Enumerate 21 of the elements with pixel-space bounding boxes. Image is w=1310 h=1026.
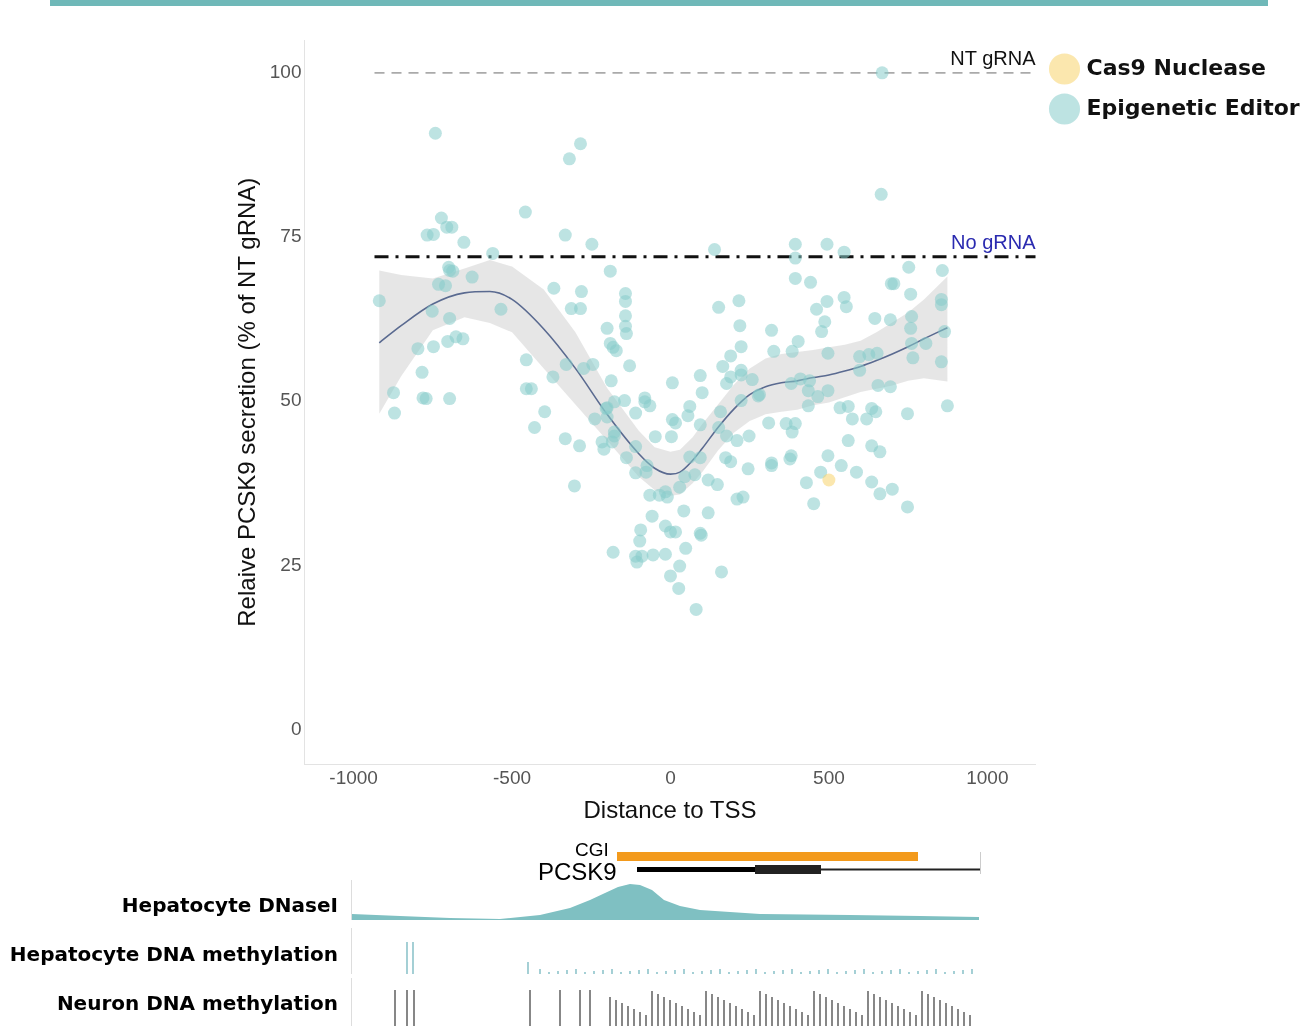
y-tick-label: 25 [280,553,302,575]
text: PCSK9 [538,858,617,885]
x-tick-label: 500 [813,767,845,789]
y-tick-label: 100 [269,61,302,83]
legend-label: Cas9 Nuclease [1086,54,1266,80]
x-tick-label: -1000 [329,767,378,789]
x-tick-label: -500 [493,767,532,789]
text: Neuron DNA methylation [55,991,338,1015]
ref-line-label: No gRNA [951,231,1037,254]
y-tick-label: 0 [290,717,302,739]
y-axis-title: Relaive PCSK9 secretion (% of NT gRNA) [233,177,261,627]
y-tick-label: 75 [280,225,302,247]
ref-line-label: NT gRNA [950,47,1037,70]
legend-label: Epigenetic Editor [1086,94,1300,120]
x-tick-label: 1000 [966,767,1009,789]
y-tick-label: 50 [280,389,302,411]
text: Hepatocyte DNaseI [120,893,338,917]
x-tick-label: 0 [665,767,676,789]
text: Hepatocyte DNA methylation [8,942,338,966]
x-axis-title: Distance to TSS [583,796,757,824]
text: CGI [575,839,609,860]
